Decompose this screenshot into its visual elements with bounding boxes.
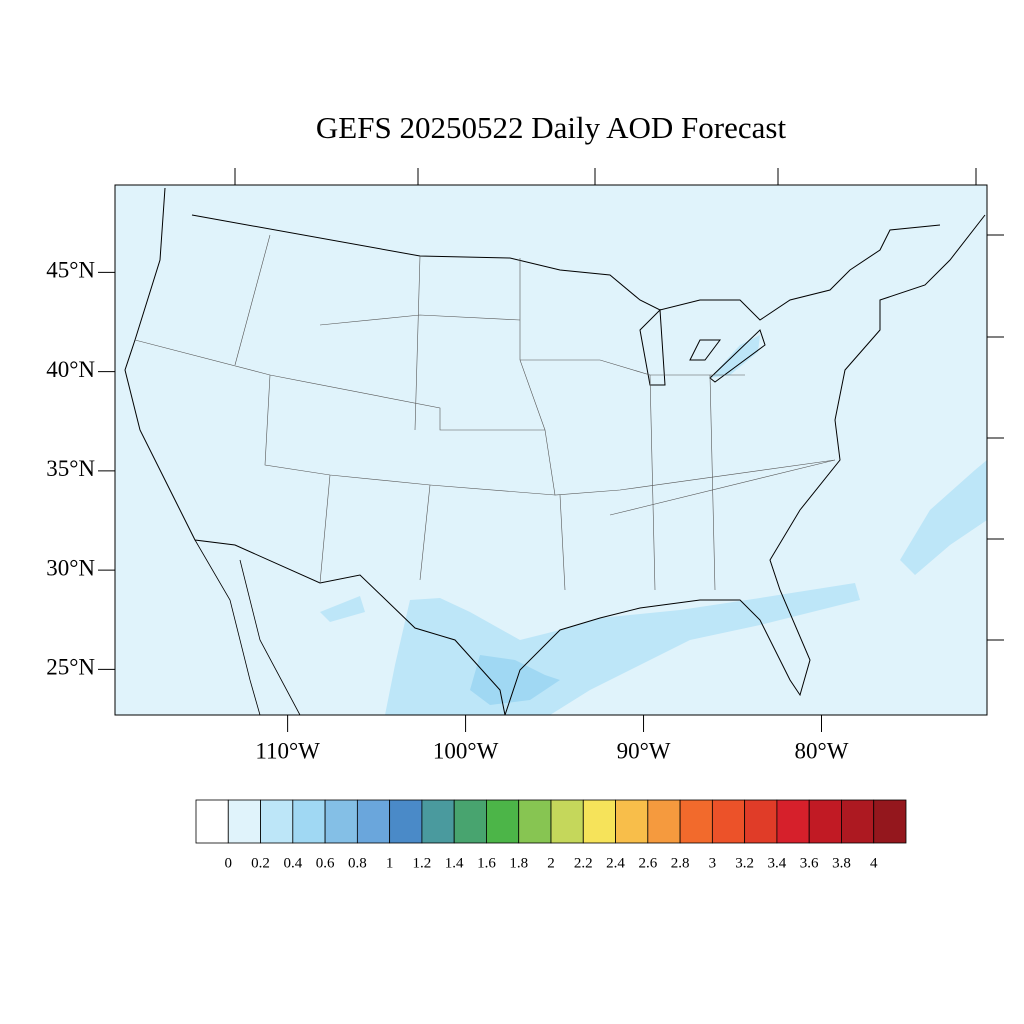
y-tick-label: 25°N — [46, 655, 95, 680]
colorbar-label: 3.8 — [832, 855, 851, 871]
colorbar-box — [615, 799, 649, 844]
map-frame — [114, 184, 988, 716]
colorbar-box — [421, 799, 455, 844]
coastline-and-borders — [124, 187, 986, 716]
colorbar-label: 1.6 — [477, 855, 496, 871]
colorbar-label: 0.6 — [316, 855, 335, 871]
colorbar-label: 2.2 — [574, 855, 593, 871]
colorbar-box — [647, 799, 681, 844]
y-tick-label: 30°N — [46, 555, 95, 580]
chart-title: GEFS 20250522 Daily AOD Forecast — [316, 110, 787, 145]
colorbar-box — [260, 799, 294, 844]
aod-field — [320, 335, 987, 715]
y-tick-label: 35°N — [46, 456, 95, 481]
colorbar-box — [873, 799, 907, 844]
colorbar-box — [550, 799, 584, 844]
colorbar-box — [195, 799, 229, 844]
colorbar-label: 0.4 — [283, 855, 302, 871]
colorbar-label: 3.6 — [800, 855, 819, 871]
colorbar-label: 0 — [225, 855, 233, 871]
map-background — [115, 185, 987, 715]
colorbar-label: 3 — [709, 855, 717, 871]
colorbar-box — [808, 799, 842, 844]
colorbar-box — [324, 799, 358, 844]
colorbar-box — [776, 799, 810, 844]
x-tick-label: 90°W — [617, 738, 671, 763]
colorbar-label: 1.8 — [509, 855, 528, 871]
state-borders — [134, 234, 836, 591]
colorbar-box — [711, 799, 746, 844]
colorbar-label: 3.2 — [735, 855, 754, 871]
colorbar-label: 3.4 — [768, 855, 787, 871]
colorbar-label: 0.2 — [251, 855, 270, 871]
colorbar-label: 2 — [547, 855, 555, 871]
colorbar-box — [356, 799, 391, 844]
colorbar-box — [518, 799, 552, 844]
x-tick-label: 110°W — [255, 738, 320, 763]
colorbar-box — [453, 799, 487, 844]
colorbar-box — [486, 799, 520, 844]
colorbar-box — [841, 799, 875, 844]
colorbar-box — [227, 799, 261, 844]
colorbar-box — [389, 799, 423, 844]
x-tick-label: 80°W — [795, 738, 849, 763]
colorbar-label: 1 — [386, 855, 394, 871]
x-tick-label: 100°W — [433, 738, 499, 763]
colorbar-label: 1.4 — [445, 855, 464, 871]
colorbar-box — [292, 799, 326, 844]
colorbar-label: 2.8 — [671, 855, 690, 871]
projection-ticks — [234, 168, 1004, 641]
colorbar-label: 1.2 — [413, 855, 432, 871]
colorbar-box — [679, 799, 713, 844]
y-tick-label: 40°N — [46, 357, 95, 382]
colorbar-box — [582, 799, 616, 844]
colorbar-box — [744, 799, 778, 844]
colorbar-label: 0.8 — [348, 855, 367, 871]
colorbar-label: 4 — [870, 855, 878, 871]
y-tick-label: 45°N — [46, 258, 95, 283]
colorbar-label: 2.6 — [638, 855, 657, 871]
colorbar-label: 2.4 — [606, 855, 625, 871]
